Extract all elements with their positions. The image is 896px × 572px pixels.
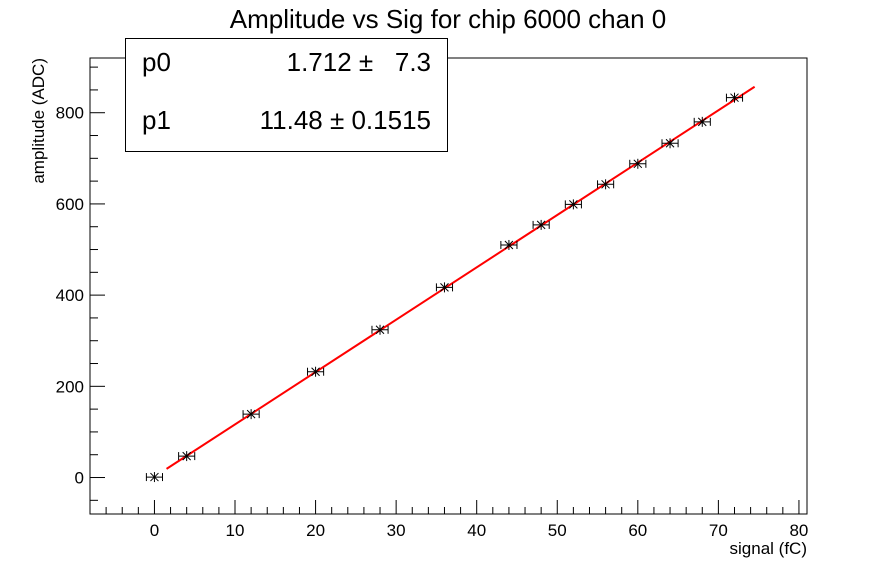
data-point	[665, 138, 675, 149]
data-point	[311, 366, 320, 377]
data-point	[601, 179, 610, 190]
chart-title: Amplitude vs Sig for chip 6000 chan 0	[229, 4, 667, 34]
x-tick-label: 50	[548, 521, 567, 540]
data-point	[697, 116, 707, 127]
data-point	[633, 158, 643, 169]
y-tick-label: 600	[56, 195, 84, 214]
x-tick-label: 60	[628, 521, 647, 540]
data-point	[569, 199, 578, 210]
data-point	[440, 282, 449, 293]
y-tick-label: 400	[56, 286, 84, 305]
x-tick-label: 20	[306, 521, 325, 540]
x-tick-label: 0	[150, 521, 159, 540]
data-point	[150, 472, 159, 483]
x-tick-label: 10	[226, 521, 245, 540]
data-point	[182, 451, 192, 462]
x-axis-label: signal (fC)	[730, 539, 807, 558]
stat-row-p1: p1 11.48 ± 0.1515	[126, 105, 447, 145]
data-point	[730, 92, 739, 103]
y-axis-label: amplitude (ADC)	[29, 58, 48, 184]
y-tick-label: 200	[56, 377, 84, 396]
x-tick-label: 70	[709, 521, 728, 540]
x-tick-label: 30	[387, 521, 406, 540]
data-point	[375, 324, 385, 335]
fit-stats-box: p0 1.712 ± 7.3 p1 11.48 ± 0.1515	[125, 38, 448, 152]
stat-value-p0: 1.712 ± 7.3	[286, 47, 431, 77]
y-tick-label: 800	[56, 104, 84, 123]
data-point	[246, 409, 256, 420]
plot-frame	[89, 57, 808, 515]
x-tick-label: 80	[789, 521, 808, 540]
x-tick-label: 40	[467, 521, 486, 540]
stat-name-p1: p1	[142, 105, 171, 135]
y-tick-label: 0	[75, 469, 84, 488]
stat-value-p1: 11.48 ± 0.1515	[259, 105, 431, 135]
fit-line	[165, 85, 756, 470]
stat-name-p0: p0	[142, 47, 171, 77]
stat-row-p0: p0 1.712 ± 7.3	[126, 47, 447, 87]
data-point	[536, 219, 546, 230]
data-point	[504, 239, 514, 250]
